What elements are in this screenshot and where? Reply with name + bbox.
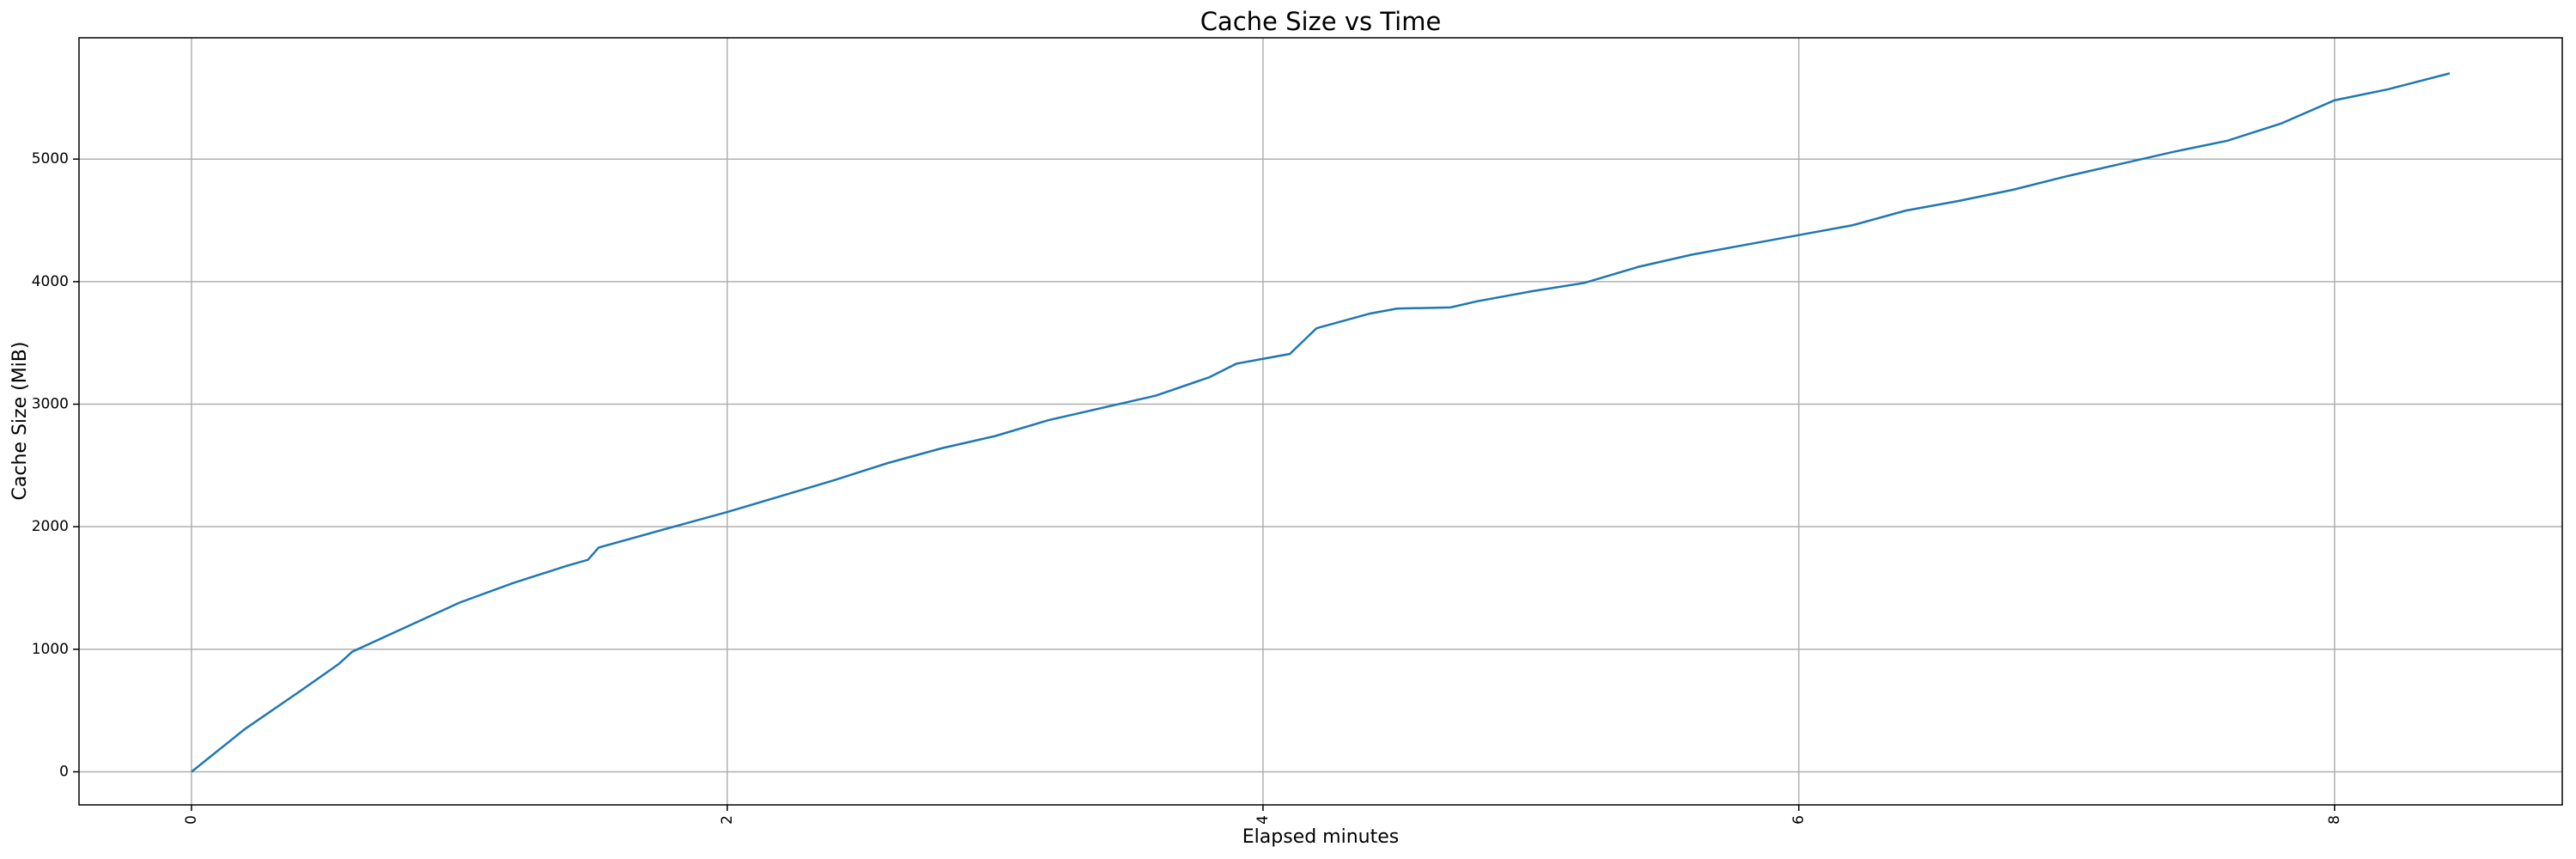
- y-tick-label: 2000: [32, 518, 69, 535]
- y-tick-label: 0: [59, 763, 69, 780]
- y-tick-label: 3000: [32, 396, 69, 413]
- plot-frame: [78, 37, 2563, 806]
- y-tick-label: 5000: [32, 150, 69, 168]
- x-tick-label: 0: [183, 815, 200, 825]
- y-axis-label: Cache Size (MiB): [9, 342, 31, 501]
- y-tick-label: 1000: [32, 641, 69, 658]
- y-tick-label: 4000: [32, 273, 69, 290]
- x-tick-label: 6: [1790, 815, 1807, 825]
- chart-title: Cache Size vs Time: [1200, 7, 1442, 36]
- x-tick-label: 8: [2326, 815, 2343, 825]
- x-tick-label: 4: [1255, 815, 1272, 825]
- data-line: [191, 72, 2451, 773]
- x-tick-label: 2: [719, 815, 736, 825]
- x-axis-label: Elapsed minutes: [1242, 826, 1399, 848]
